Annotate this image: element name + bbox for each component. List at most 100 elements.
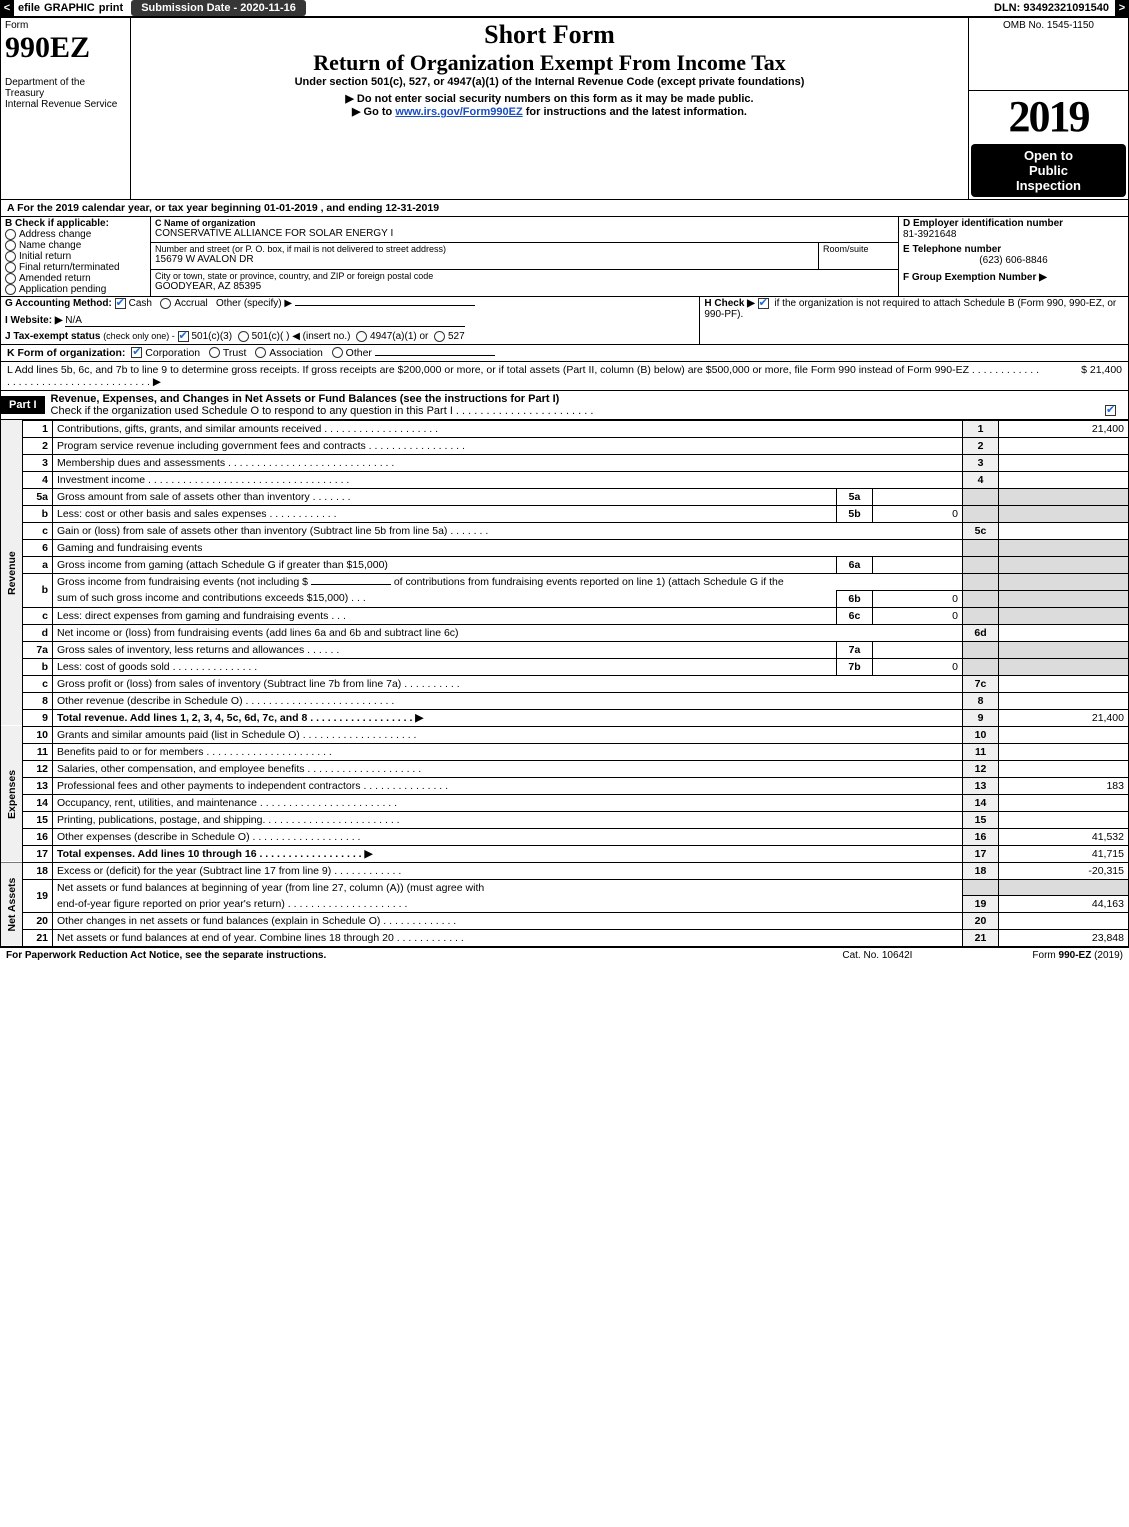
j-o4: 527 <box>448 332 465 343</box>
l10-marker: 10 <box>963 726 999 743</box>
k-corp-check[interactable] <box>131 347 142 358</box>
l12-marker: 12 <box>963 760 999 777</box>
l6b-grey3 <box>963 590 999 607</box>
l13-text: Professional fees and other payments to … <box>53 777 963 794</box>
l19-num: 19 <box>23 879 53 913</box>
l5a-grey <box>963 488 999 505</box>
l12-text: Salaries, other compensation, and employ… <box>53 760 963 777</box>
l6a-text: Gross income from gaming (attach Schedul… <box>53 556 837 573</box>
b-initial-return[interactable]: Initial return <box>5 251 146 262</box>
l6-text: Gaming and fundraising events <box>53 539 963 556</box>
l7a-text: Gross sales of inventory, less returns a… <box>53 641 837 658</box>
l12-amt <box>999 760 1129 777</box>
l1-num: 1 <box>23 420 53 437</box>
part1-schedule-o-check[interactable] <box>1105 405 1116 416</box>
l7b-text: Less: cost of goods sold . . . . . . . .… <box>53 658 837 675</box>
form-word: Form <box>5 20 126 31</box>
b-item-5: Application pending <box>19 284 106 295</box>
l21-marker: 21 <box>963 930 999 947</box>
j-501c3-check[interactable] <box>178 331 189 342</box>
org-name: CONSERVATIVE ALLIANCE FOR SOLAR ENERGY I <box>155 228 894 239</box>
l8-amt <box>999 692 1129 709</box>
l5a-grey2 <box>999 488 1129 505</box>
k-assoc-check[interactable] <box>255 347 266 358</box>
l6b-grey <box>963 573 999 590</box>
room-label: Room/suite <box>823 244 894 254</box>
l7c-text: Gross profit or (loss) from sales of inv… <box>53 675 963 692</box>
print-link[interactable]: print <box>95 2 127 14</box>
l-amount: $ 21,400 <box>1042 364 1122 388</box>
l5b-grey2 <box>999 505 1129 522</box>
l6c-sm: 6c <box>837 607 873 624</box>
l20-num: 20 <box>23 913 53 930</box>
l5b-grey <box>963 505 999 522</box>
l19-text2: end-of-year figure reported on prior yea… <box>53 896 963 913</box>
street-value: 15679 W AVALON DR <box>155 254 814 265</box>
k-other-check[interactable] <box>332 347 343 358</box>
l6c-grey <box>963 607 999 624</box>
l18-text: Excess or (deficit) for the year (Subtra… <box>53 862 963 879</box>
address-block: B Check if applicable: Address change Na… <box>0 216 1129 298</box>
b-address-change[interactable]: Address change <box>5 229 146 240</box>
l14-marker: 14 <box>963 794 999 811</box>
h-check[interactable] <box>758 298 769 309</box>
irs-link[interactable]: www.irs.gov/Form990EZ <box>395 106 522 118</box>
l6d-num: d <box>23 624 53 641</box>
l6b-t3: sum of such gross income and contributio… <box>53 590 837 607</box>
l14-text: Occupancy, rent, utilities, and maintena… <box>53 794 963 811</box>
j-4947-check[interactable] <box>356 331 367 342</box>
l1-marker: 1 <box>963 420 999 437</box>
l15-text: Printing, publications, postage, and shi… <box>53 811 963 828</box>
netassets-vert-label: Net Assets <box>1 862 23 947</box>
revenue-vert-label: Revenue <box>1 420 23 726</box>
g-other: Other (specify) ▶ <box>216 298 292 309</box>
website-value: N/A <box>65 315 465 327</box>
footer-left: For Paperwork Reduction Act Notice, see … <box>6 950 326 961</box>
b-app-pending[interactable]: Application pending <box>5 284 146 295</box>
f-label: F Group Exemption Number ▶ <box>903 272 1124 283</box>
l7a-grey <box>963 641 999 658</box>
collapse-left-icon[interactable]: < <box>0 0 14 16</box>
k-label: K Form of organization: <box>7 347 125 359</box>
l1-text: Contributions, gifts, grants, and simila… <box>53 420 963 437</box>
l6b-num: b <box>23 573 53 607</box>
b-item-2: Initial return <box>19 251 71 262</box>
l9-num: 9 <box>23 709 53 726</box>
l19-grey2 <box>999 879 1129 896</box>
k-trust-check[interactable] <box>209 347 220 358</box>
short-form-title: Short Form <box>135 20 964 50</box>
l7c-num: c <box>23 675 53 692</box>
l13-marker: 13 <box>963 777 999 794</box>
b-amended[interactable]: Amended return <box>5 273 146 284</box>
part1-check-line: Check if the organization used Schedule … <box>51 405 1122 417</box>
j-501c-check[interactable] <box>238 331 249 342</box>
l3-marker: 3 <box>963 454 999 471</box>
g-cash-check[interactable] <box>115 298 126 309</box>
g-accrual-check[interactable] <box>160 298 171 309</box>
l5a-text: Gross amount from sale of assets other t… <box>53 488 837 505</box>
l3-num: 3 <box>23 454 53 471</box>
l6a-grey2 <box>999 556 1129 573</box>
j-row: J Tax-exempt status (check only one) - 5… <box>5 331 695 342</box>
city-value: GOODYEAR, AZ 85395 <box>155 281 894 292</box>
l16-marker: 16 <box>963 828 999 845</box>
l19-text1: Net assets or fund balances at beginning… <box>53 879 963 896</box>
j-label: J Tax-exempt status <box>5 332 100 343</box>
l6b-text1: Gross income from fundraising events (no… <box>53 573 963 590</box>
collapse-right-icon[interactable]: > <box>1115 0 1129 16</box>
l11-text: Benefits paid to or for members . . . . … <box>53 743 963 760</box>
warn-goto: ▶ Go to www.irs.gov/Form990EZ for instru… <box>135 105 964 118</box>
form-header-table: Form 990EZ Department of the Treasury In… <box>0 17 1129 200</box>
l7a-grey2 <box>999 641 1129 658</box>
l20-amt <box>999 913 1129 930</box>
g-label: G Accounting Method: <box>5 298 112 309</box>
b-name-change[interactable]: Name change <box>5 240 146 251</box>
l2-num: 2 <box>23 437 53 454</box>
dln-label: DLN: 93492321091540 <box>988 2 1115 14</box>
l13-num: 13 <box>23 777 53 794</box>
footer: For Paperwork Reduction Act Notice, see … <box>0 947 1129 963</box>
l6b-sa: 0 <box>873 590 963 607</box>
b-final-return[interactable]: Final return/terminated <box>5 262 146 273</box>
lines-table: Revenue 1 Contributions, gifts, grants, … <box>0 420 1129 948</box>
j-527-check[interactable] <box>434 331 445 342</box>
